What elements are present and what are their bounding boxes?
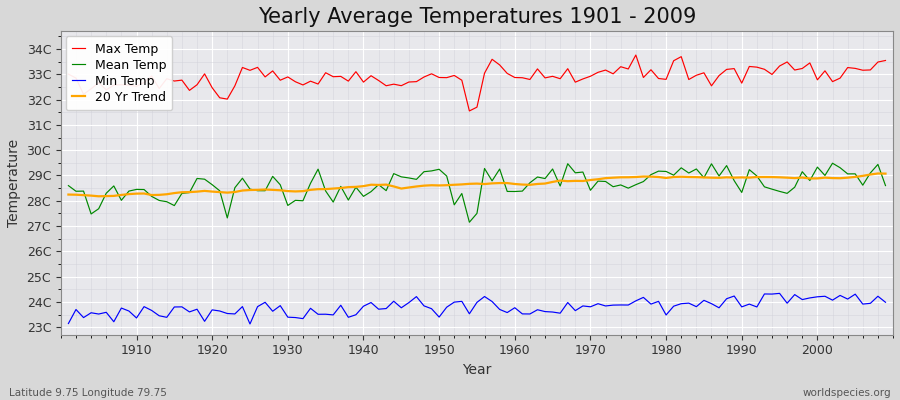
20 Yr Trend xyxy=(872,171,883,176)
Max Temp xyxy=(608,72,618,76)
Max Temp xyxy=(290,79,301,84)
Mean Temp xyxy=(608,184,618,189)
Min Temp xyxy=(123,309,134,314)
Max Temp xyxy=(509,75,520,80)
Min Temp xyxy=(245,322,256,326)
X-axis label: Year: Year xyxy=(463,363,491,377)
20 Yr Trend xyxy=(517,182,527,187)
Min Temp xyxy=(509,305,520,310)
20 Yr Trend xyxy=(880,171,891,176)
Min Temp xyxy=(880,300,891,305)
Min Temp xyxy=(774,291,785,296)
20 Yr Trend xyxy=(509,182,520,186)
Min Temp xyxy=(608,303,618,308)
Min Temp xyxy=(298,316,309,321)
Max Temp xyxy=(464,108,475,113)
Max Temp xyxy=(630,53,641,58)
Max Temp xyxy=(336,74,346,79)
20 Yr Trend xyxy=(131,191,142,196)
20 Yr Trend xyxy=(63,192,74,197)
Mean Temp xyxy=(509,189,520,194)
Min Temp xyxy=(343,315,354,320)
Text: Latitude 9.75 Longitude 79.75: Latitude 9.75 Longitude 79.75 xyxy=(9,388,166,398)
Legend: Max Temp, Mean Temp, Min Temp, 20 Yr Trend: Max Temp, Mean Temp, Min Temp, 20 Yr Tre… xyxy=(66,36,172,110)
Title: Yearly Average Temperatures 1901 - 2009: Yearly Average Temperatures 1901 - 2009 xyxy=(257,7,696,27)
Mean Temp xyxy=(336,184,346,189)
Mean Temp xyxy=(517,189,527,194)
20 Yr Trend xyxy=(343,185,354,190)
Mean Temp xyxy=(290,198,301,203)
Mean Temp xyxy=(827,161,838,166)
Mean Temp xyxy=(880,183,891,188)
Mean Temp xyxy=(63,183,74,188)
Y-axis label: Temperature: Temperature xyxy=(7,139,21,227)
Max Temp xyxy=(880,58,891,63)
Max Temp xyxy=(63,72,74,76)
Mean Temp xyxy=(123,189,134,194)
20 Yr Trend xyxy=(608,175,618,180)
Min Temp xyxy=(63,321,74,326)
20 Yr Trend xyxy=(298,189,309,194)
Line: Mean Temp: Mean Temp xyxy=(68,163,886,222)
Line: 20 Yr Trend: 20 Yr Trend xyxy=(68,174,886,196)
Line: Min Temp: Min Temp xyxy=(68,293,886,324)
Max Temp xyxy=(123,83,134,88)
Min Temp xyxy=(517,312,527,316)
Text: worldspecies.org: worldspecies.org xyxy=(803,388,891,398)
Max Temp xyxy=(517,75,527,80)
20 Yr Trend xyxy=(94,194,104,199)
Line: Max Temp: Max Temp xyxy=(68,55,886,111)
Mean Temp xyxy=(464,220,475,225)
